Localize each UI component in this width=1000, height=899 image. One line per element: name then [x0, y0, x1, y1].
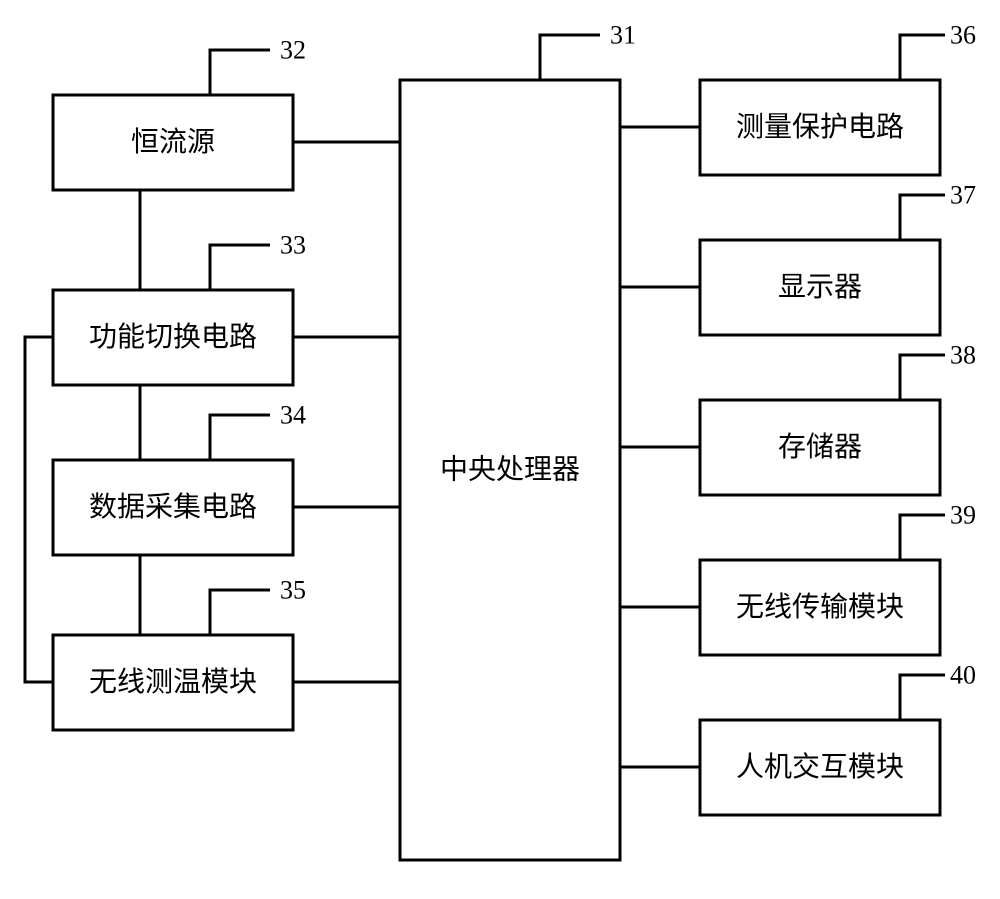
leader-index-disp: 37 [950, 181, 976, 210]
node-daq: 数据采集电路 [53, 460, 293, 555]
node-ccs: 恒流源 [53, 95, 293, 190]
leader-mem: 38 [900, 341, 976, 401]
node-label-hmi: 人机交互模块 [736, 751, 904, 783]
leader-line-wtemp [210, 590, 270, 635]
leader-line-ccs [210, 50, 270, 95]
node-prot: 测量保护电路 [700, 80, 940, 175]
leader-line-mem [900, 355, 945, 400]
node-mem: 存储器 [700, 400, 940, 495]
node-funsw: 功能切换电路 [53, 290, 293, 385]
leader-funsw: 33 [210, 231, 306, 291]
leader-hmi: 40 [900, 661, 976, 721]
node-disp: 显示器 [700, 240, 940, 335]
leader-index-wtemp: 35 [280, 576, 306, 605]
edge-funsw-wtemp [25, 337, 53, 682]
node-label-prot: 测量保护电路 [736, 111, 904, 143]
nodes-layer: 中央处理器 恒流源功能切换电路数据采集电路无线测温模块 测量保护电路显示器存储器无线… [53, 80, 940, 860]
leader-line-cpu [540, 35, 600, 80]
node-cpu: 中央处理器 [400, 80, 620, 860]
leader-index-ccs: 32 [280, 36, 306, 65]
leader-wxmit: 39 [900, 501, 976, 561]
leader-index-wxmit: 39 [950, 501, 976, 530]
leader-wtemp: 35 [210, 576, 306, 636]
leader-index-funsw: 33 [280, 231, 306, 260]
node-hmi: 人机交互模块 [700, 720, 940, 815]
leader-ccs: 32 [210, 36, 306, 96]
leader-index-daq: 34 [280, 401, 306, 430]
leader-line-disp [900, 195, 945, 240]
node-wtemp: 无线测温模块 [53, 635, 293, 730]
leader-index-hmi: 40 [950, 661, 976, 690]
node-wxmit: 无线传输模块 [700, 560, 940, 655]
leader-disp: 37 [900, 181, 976, 241]
leader-line-wxmit [900, 515, 945, 560]
node-label-wtemp: 无线测温模块 [89, 666, 257, 698]
block-diagram: 中央处理器 恒流源功能切换电路数据采集电路无线测温模块 测量保护电路显示器存储器无线… [0, 0, 1000, 899]
leader-cpu: 31 [540, 21, 636, 81]
node-label-mem: 存储器 [778, 431, 862, 463]
leader-daq: 34 [210, 401, 306, 461]
node-label-disp: 显示器 [778, 272, 862, 303]
node-label-wxmit: 无线传输模块 [736, 591, 904, 623]
leader-index-mem: 38 [950, 341, 976, 370]
leader-line-daq [210, 415, 270, 460]
leader-index-cpu: 31 [610, 21, 636, 50]
node-label-daq: 数据采集电路 [89, 491, 257, 523]
leader-line-prot [900, 35, 945, 80]
node-label-ccs: 恒流源 [131, 126, 215, 158]
leader-index-prot: 36 [950, 21, 976, 50]
node-label-cpu: 中央处理器 [440, 454, 580, 486]
leader-line-funsw [210, 245, 270, 290]
leader-prot: 36 [900, 21, 976, 81]
leader-line-hmi [900, 675, 945, 720]
node-label-funsw: 功能切换电路 [89, 321, 257, 353]
